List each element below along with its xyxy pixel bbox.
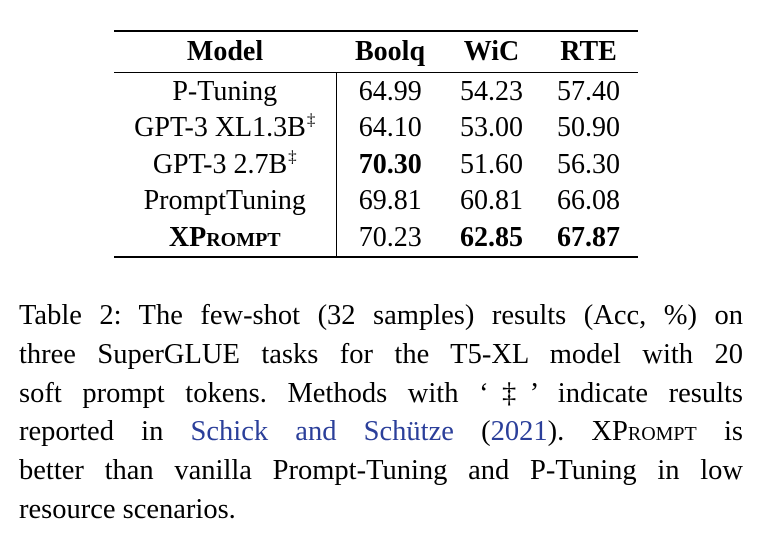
wic-cell-best: 62.85 — [460, 221, 523, 253]
table-caption: Table 2: The few-shot (32 samples) resul… — [19, 297, 743, 530]
model-name-cell: GPT-3 2.7B‡ — [114, 146, 337, 183]
caption-line: soft prompt tokens. Methods with ‘‡’ ind… — [19, 377, 743, 409]
rte-cell: 50.90 — [557, 112, 620, 144]
table-row: GPT-3 XL1.3B‡ 64.10 53.00 50.90 — [114, 109, 638, 147]
boolq-cell-best: 70.30 — [358, 148, 422, 180]
caption-line: Table 2: The few-shot (32 samples) resul… — [19, 300, 743, 331]
boolq-cell: 70.23 — [358, 221, 422, 253]
wic-cell: 54.23 — [460, 75, 523, 107]
boolq-cell: 64.10 — [358, 112, 422, 144]
results-table: Model Boolq WiC RTE P-Tuning 64.99 54.23… — [114, 30, 638, 258]
table-row: P-Tuning 64.99 54.23 57.40 — [114, 73, 638, 110]
caption-line: resource scenarios. — [19, 493, 236, 525]
header-boolq: Boolq — [354, 36, 426, 67]
top-rule — [114, 30, 638, 32]
header-wic: WiC — [463, 36, 520, 67]
rte-cell: 56.30 — [557, 148, 620, 180]
header-model: Model — [186, 36, 264, 67]
rte-cell: 57.40 — [557, 75, 620, 107]
bottom-rule — [114, 255, 638, 258]
caption-line: reported in Schick and Schütze (2021). X… — [19, 416, 743, 448]
table-row: XPrompt 70.23 62.85 67.87 — [114, 219, 638, 256]
rte-cell: 66.08 — [557, 185, 620, 217]
model-name-cell: GPT-3 XL1.3B‡ — [114, 109, 337, 147]
model-name-cell-ours: XPrompt — [114, 219, 337, 256]
header-rte: RTE — [560, 36, 617, 67]
caption-line: three SuperGLUE tasks for the T5-XL mode… — [19, 338, 743, 370]
table-row: GPT-3 2.7B‡ 70.30 51.60 56.30 — [114, 146, 638, 183]
boolq-cell: 69.81 — [358, 185, 422, 217]
dagger-mark: ‡ — [306, 110, 316, 130]
wic-cell: 53.00 — [460, 112, 523, 144]
boolq-cell: 64.99 — [358, 75, 422, 107]
caption-line: better than vanilla Prompt-Tuning and P-… — [19, 455, 743, 487]
wic-cell: 60.81 — [460, 185, 523, 217]
table-header-row: Model Boolq WiC RTE — [114, 32, 638, 72]
citation-link[interactable]: Schick and Schütze (2021) — [190, 416, 558, 448]
wic-cell: 51.60 — [460, 148, 523, 180]
dagger-mark: ‡ — [288, 146, 297, 166]
rte-cell-best: 67.87 — [557, 221, 620, 253]
table-row: PromptTuning 69.81 60.81 66.08 — [114, 182, 638, 220]
header-rule — [114, 72, 638, 74]
model-name-cell: PromptTuning — [114, 182, 337, 220]
model-name-cell: P-Tuning — [114, 73, 337, 110]
